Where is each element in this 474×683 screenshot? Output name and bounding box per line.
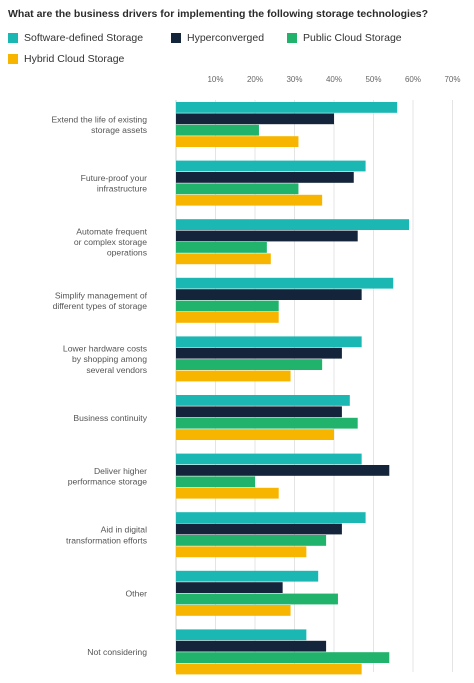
- category-label-line: Other: [126, 589, 148, 599]
- bar: [176, 629, 307, 641]
- category-label: Automate frequent or complex storage opera…: [74, 226, 148, 257]
- bar: [176, 417, 358, 429]
- bar: [176, 300, 279, 312]
- bar: [176, 453, 362, 465]
- bar: [176, 230, 358, 242]
- category-label-line: several vendors: [86, 365, 147, 375]
- category-label-line: transformation efforts: [66, 535, 147, 545]
- bar: [176, 253, 271, 265]
- bar: [176, 465, 390, 476]
- bar: [176, 194, 323, 206]
- bar: [176, 605, 291, 616]
- bar: [176, 546, 307, 558]
- legend-swatch: [8, 33, 18, 43]
- category-label-line: infrastructure: [97, 184, 147, 194]
- bar: [176, 160, 366, 172]
- category-label-line: Business continuity: [73, 413, 147, 423]
- bar: [176, 395, 350, 406]
- bar: [176, 102, 398, 113]
- legend: Software-defined Storage Hyperconverged …: [8, 31, 468, 71]
- category-label: Extend the life of existing storage asset…: [51, 115, 147, 136]
- legend-item-hybrid-cloud-storage: Hybrid Cloud Storage: [8, 52, 124, 66]
- legend-item-hyperconverged: Hyperconverged: [171, 31, 264, 45]
- bar: [176, 370, 291, 382]
- x-tick-label: 30%: [286, 75, 302, 84]
- category-label: Other: [126, 589, 148, 599]
- bar: [176, 277, 394, 289]
- bar: [176, 523, 342, 535]
- bar: [176, 582, 283, 593]
- category-label-line: Aid in digital: [101, 525, 147, 535]
- category-label: Deliver higher performance storage: [68, 466, 148, 487]
- bar: [176, 535, 327, 546]
- bar: [176, 136, 299, 147]
- category-label: Business continuity: [73, 413, 147, 423]
- category-label-line: Simplify management of: [55, 290, 148, 300]
- legend-item-public-cloud-storage: Public Cloud Storage: [287, 31, 402, 45]
- bar: [176, 476, 255, 488]
- category-label-line: storage assets: [91, 125, 147, 135]
- bar: [176, 429, 334, 440]
- bar: [176, 347, 342, 359]
- x-tick-label: 20%: [247, 75, 263, 84]
- bar: [176, 487, 279, 499]
- bar: [176, 406, 342, 418]
- legend-label: Hybrid Cloud Storage: [24, 53, 125, 65]
- bar: [176, 289, 362, 300]
- bar: [176, 570, 319, 582]
- bar: [176, 242, 267, 253]
- category-label-line: Lower hardware costs: [63, 344, 147, 354]
- category-label-line: by shopping among: [72, 354, 147, 364]
- category-label-line: operations: [107, 248, 147, 258]
- bar: [176, 663, 362, 675]
- category-label: Not considering: [87, 647, 147, 657]
- bar: [176, 512, 366, 523]
- x-tick-label: 10%: [207, 75, 223, 84]
- legend-swatch: [287, 33, 297, 43]
- category-label-line: different types of storage: [53, 301, 148, 311]
- x-tick-label: 50%: [365, 75, 381, 84]
- category-label-line: Not considering: [87, 647, 147, 657]
- legend-label: Hyperconverged: [187, 32, 265, 44]
- legend-swatch: [171, 33, 181, 43]
- category-label-line: or complex storage: [74, 237, 147, 247]
- category-label: Aid in digital transformation efforts: [66, 525, 147, 546]
- bar: [176, 219, 410, 230]
- category-label: Simplify management of different types of…: [53, 290, 148, 311]
- category-label-line: Extend the life of existing: [51, 115, 147, 125]
- legend-swatch: [8, 54, 18, 64]
- bar: [176, 652, 390, 663]
- bar: [176, 124, 259, 136]
- x-tick-label: 40%: [326, 75, 342, 84]
- x-tick-label: 60%: [405, 75, 421, 84]
- bar: [176, 172, 354, 183]
- category-label-line: Deliver higher: [94, 466, 147, 476]
- category-label-line: performance storage: [68, 477, 148, 487]
- bar: [176, 359, 323, 370]
- bar: [176, 593, 338, 605]
- category-label: Future-proof your infrastructure: [81, 173, 148, 194]
- bar: [176, 640, 327, 652]
- category-label-line: Automate frequent: [76, 226, 147, 236]
- bar: [176, 312, 279, 323]
- category-label-line: Future-proof your: [81, 173, 148, 183]
- category-label: Lower hardware costs by shopping among sev…: [63, 344, 147, 375]
- bar: [176, 336, 362, 348]
- bar: [176, 183, 299, 195]
- legend-label: Software-defined Storage: [24, 32, 144, 44]
- x-tick-label: 70%: [444, 75, 460, 84]
- legend-item-software-defined-storage: Software-defined Storage: [8, 31, 143, 45]
- bar: [176, 113, 334, 125]
- legend-label: Public Cloud Storage: [303, 32, 402, 44]
- chart-title: What are the business drivers for implem…: [8, 8, 429, 20]
